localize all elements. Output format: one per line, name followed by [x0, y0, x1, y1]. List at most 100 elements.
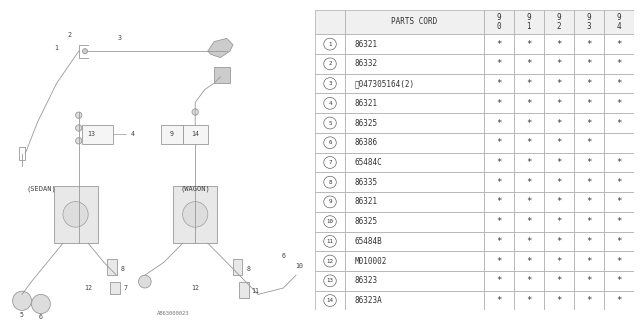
Text: 2: 2 — [328, 61, 332, 66]
Text: 9
3: 9 3 — [586, 13, 591, 31]
Bar — [604, 10, 634, 34]
FancyBboxPatch shape — [161, 125, 182, 144]
Text: *: * — [586, 138, 591, 147]
Bar — [484, 34, 514, 54]
Text: *: * — [556, 197, 561, 206]
Bar — [484, 172, 514, 192]
Text: *: * — [496, 138, 502, 147]
Bar — [573, 271, 604, 291]
FancyBboxPatch shape — [239, 282, 249, 298]
Bar — [514, 74, 544, 93]
Bar — [345, 212, 484, 231]
Bar — [514, 113, 544, 133]
Bar — [514, 192, 544, 212]
Text: 86325: 86325 — [355, 118, 378, 128]
Text: 9
4: 9 4 — [616, 13, 621, 31]
Bar — [514, 172, 544, 192]
Bar — [315, 192, 345, 212]
Text: *: * — [526, 178, 531, 187]
Bar — [544, 153, 573, 172]
Text: 65484C: 65484C — [355, 158, 383, 167]
Bar — [544, 113, 573, 133]
FancyBboxPatch shape — [233, 259, 243, 275]
Bar — [345, 74, 484, 93]
Text: *: * — [556, 59, 561, 68]
Bar — [544, 133, 573, 153]
Text: *: * — [496, 158, 502, 167]
Bar — [484, 10, 514, 34]
Bar — [514, 291, 544, 310]
Bar — [514, 54, 544, 74]
Text: *: * — [526, 59, 531, 68]
Text: *: * — [556, 178, 561, 187]
Text: *: * — [616, 178, 621, 187]
Text: 9
1: 9 1 — [527, 13, 531, 31]
Circle shape — [192, 109, 198, 115]
Bar — [345, 34, 484, 54]
Text: *: * — [526, 217, 531, 226]
Text: *: * — [616, 217, 621, 226]
Text: 9
2: 9 2 — [556, 13, 561, 31]
Bar — [604, 231, 634, 251]
Bar — [514, 251, 544, 271]
Bar — [345, 10, 484, 34]
Bar — [604, 291, 634, 310]
Circle shape — [83, 49, 88, 54]
FancyBboxPatch shape — [107, 259, 116, 275]
Circle shape — [324, 38, 336, 50]
Bar — [544, 271, 573, 291]
Text: 6: 6 — [328, 140, 332, 145]
Bar — [484, 231, 514, 251]
Bar — [573, 251, 604, 271]
Bar — [345, 93, 484, 113]
Text: *: * — [556, 237, 561, 246]
Text: 10: 10 — [295, 263, 303, 268]
Bar — [345, 54, 484, 74]
FancyBboxPatch shape — [214, 67, 230, 83]
Text: *: * — [616, 237, 621, 246]
Bar — [345, 192, 484, 212]
Text: *: * — [526, 257, 531, 266]
Text: *: * — [526, 118, 531, 128]
Bar — [604, 74, 634, 93]
Text: *: * — [556, 79, 561, 88]
Text: 86321: 86321 — [355, 197, 378, 206]
Bar — [484, 74, 514, 93]
Text: *: * — [586, 99, 591, 108]
Text: *: * — [616, 59, 621, 68]
Text: *: * — [526, 40, 531, 49]
Text: 9
0: 9 0 — [497, 13, 501, 31]
Text: AB63000023: AB63000023 — [157, 311, 189, 316]
Circle shape — [76, 125, 82, 131]
Text: 86335: 86335 — [355, 178, 378, 187]
Circle shape — [324, 97, 336, 109]
Bar — [315, 271, 345, 291]
Bar — [544, 93, 573, 113]
Circle shape — [324, 196, 336, 208]
Text: *: * — [496, 59, 502, 68]
Text: 86321: 86321 — [355, 99, 378, 108]
Bar — [315, 10, 345, 34]
Text: 13: 13 — [326, 278, 333, 283]
Bar — [315, 291, 345, 310]
Text: *: * — [526, 296, 531, 305]
Bar — [484, 192, 514, 212]
Bar — [544, 291, 573, 310]
Bar — [514, 212, 544, 231]
Circle shape — [324, 236, 336, 247]
Text: 13: 13 — [87, 132, 95, 137]
Bar — [315, 54, 345, 74]
Text: 14: 14 — [326, 298, 333, 303]
Text: *: * — [526, 138, 531, 147]
Bar — [484, 133, 514, 153]
Text: 6: 6 — [282, 253, 285, 259]
Text: *: * — [586, 257, 591, 266]
Text: *: * — [586, 158, 591, 167]
FancyBboxPatch shape — [54, 186, 98, 243]
Bar — [604, 172, 634, 192]
Bar — [573, 54, 604, 74]
Text: *: * — [586, 40, 591, 49]
Bar — [544, 10, 573, 34]
Circle shape — [324, 117, 336, 129]
Bar — [315, 172, 345, 192]
